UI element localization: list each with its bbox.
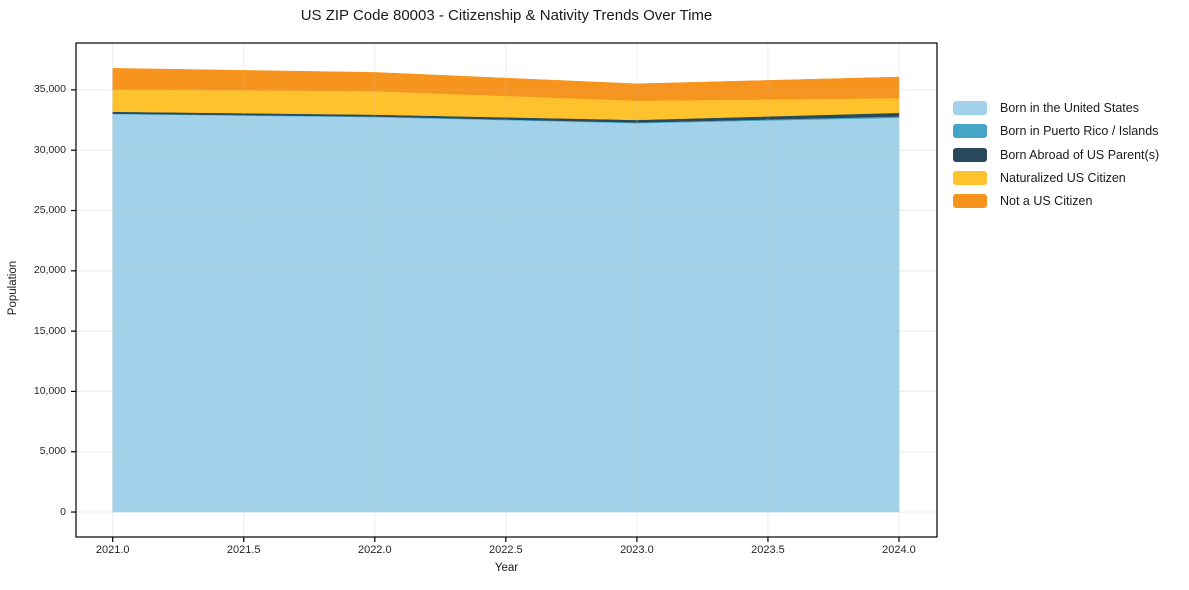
x-tick-label: 2021.5 <box>226 544 261 556</box>
legend-label: Not a US Citizen <box>1000 194 1093 209</box>
legend-label: Born Abroad of US Parent(s) <box>1000 147 1160 162</box>
y-tick-label: 30,000 <box>33 143 66 156</box>
y-tick-label: 35,000 <box>33 83 66 96</box>
y-tick-label: 20,000 <box>33 264 66 277</box>
area-series-4 <box>112 68 900 101</box>
legend-swatch-icon <box>953 147 987 162</box>
legend-label: Born in Puerto Rico / Islands <box>1000 124 1159 139</box>
legend-swatch-icon <box>953 194 987 209</box>
x-tick-label: 2024.0 <box>882 544 916 556</box>
axes-spines <box>75 42 938 538</box>
legend-swatch-icon <box>953 170 987 185</box>
legend-item-3: Naturalized US Citizen <box>953 170 1159 185</box>
y-axis-label: Population <box>7 260 19 316</box>
legend-item-1: Born in Puerto Rico / Islands <box>953 124 1159 139</box>
legend-swatch-icon <box>953 124 987 139</box>
y-tick-label: 5,000 <box>39 445 66 458</box>
y-tick-label: 0 <box>60 505 66 518</box>
y-tick-label: 15,000 <box>33 324 66 337</box>
legend-item-0: Born in the United States <box>953 101 1159 115</box>
y-tick-label: 25,000 <box>33 204 66 217</box>
legend-item-2: Born Abroad of US Parent(s) <box>953 147 1160 162</box>
x-tick-label: 2022.0 <box>357 544 392 556</box>
chart-title: US ZIP Code 80003 - Citizenship & Nativi… <box>300 7 713 24</box>
x-tick-label: 2023.0 <box>620 544 654 556</box>
x-tick-label: 2023.5 <box>751 544 785 556</box>
x-tick-label: 2021.0 <box>95 544 130 556</box>
legend-item-4: Not a US Citizen <box>953 194 1159 209</box>
legend-swatch-icon <box>953 101 987 115</box>
x-tick-label: 2022.5 <box>489 544 523 556</box>
y-tick-label: 10,000 <box>33 384 66 397</box>
x-axis-label: Year <box>494 562 519 574</box>
legend: Born in the United States Born in Puerto … <box>953 101 1159 217</box>
legend-label: Born in the United States <box>1000 101 1139 115</box>
legend-label: Naturalized US Citizen <box>1000 170 1126 185</box>
